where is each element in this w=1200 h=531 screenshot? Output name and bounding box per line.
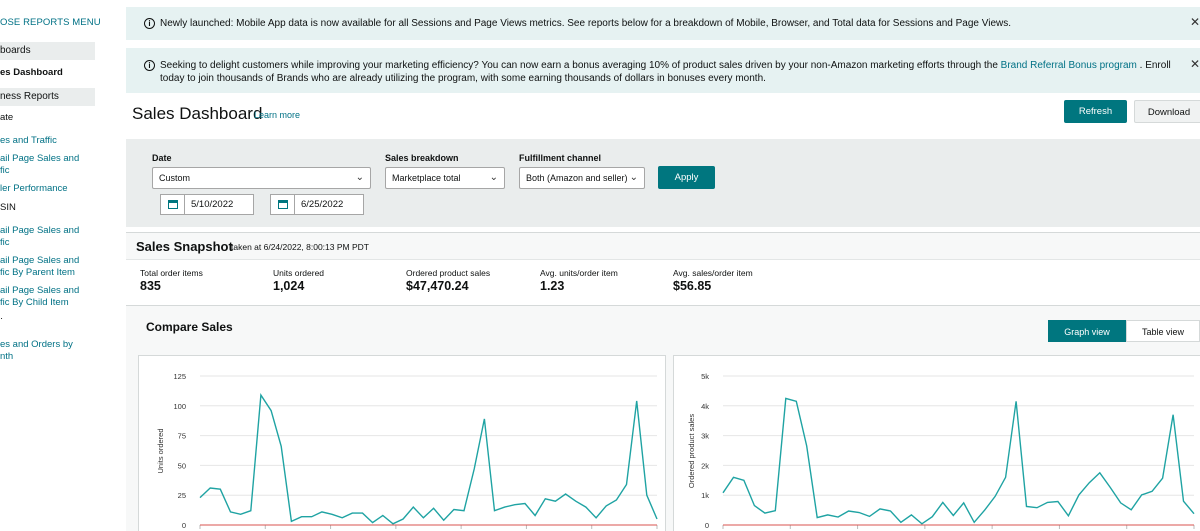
series-line	[199, 393, 658, 525]
y-tick-label: 2k	[701, 461, 709, 470]
sales-breakdown-label: Sales breakdown	[385, 153, 459, 163]
sidebar-section-business-reports[interactable]: ness Reports	[0, 88, 95, 106]
y-axis-label: Units ordered	[156, 428, 165, 473]
sales-breakdown-select[interactable]: Marketplace total ⌄	[385, 167, 505, 189]
y-tick-label: 125	[173, 372, 186, 381]
table-view-toggle[interactable]: Table view	[1126, 320, 1200, 342]
download-button[interactable]: Download	[1134, 100, 1200, 123]
ordered-product-sales-chart-panel: 0 1k 2k 3k 4k 5k Ordered product sales	[673, 355, 1200, 531]
date-select[interactable]: Custom ⌄	[152, 167, 371, 189]
banner-text: Seeking to delight customers while impro…	[160, 59, 1186, 85]
series-line	[722, 397, 1195, 525]
sidebar-item-seller-performance[interactable]: ler Performance	[0, 183, 68, 194]
metric-value: 1.23	[540, 279, 565, 293]
sidebar-item-by-asin: SIN	[0, 202, 16, 213]
sidebar-item-sales-orders-by-month[interactable]: es and Orders by nth	[0, 339, 73, 362]
y-axis-label: Ordered product sales	[687, 414, 696, 488]
y-tick-label: 3k	[701, 432, 709, 441]
sales-snapshot: Sales Snapshot taken at 6/24/2022, 8:00:…	[126, 232, 1200, 300]
chevron-down-icon: ⌄	[489, 172, 498, 183]
sales-breakdown-value: Marketplace total	[392, 173, 461, 183]
banner-text-before: Seeking to delight customers while impro…	[160, 60, 1001, 71]
y-tick-label: 75	[178, 432, 186, 441]
y-tick-label: 100	[173, 402, 186, 411]
metric-value: 1,024	[273, 279, 305, 293]
sidebar-item-asin-detail-page-sales-traffic[interactable]: ail Page Sales and fic	[0, 225, 80, 248]
end-date-input[interactable]: 6/25/2022	[295, 194, 364, 215]
y-tick-label: 0	[182, 521, 186, 530]
snapshot-timestamp: taken at 6/24/2022, 8:00:13 PM PDT	[231, 242, 369, 252]
banner-text-after: . Enroll today to join thousands of Bran…	[160, 60, 1171, 84]
y-tick-label: 1k	[701, 491, 709, 500]
page-title: Sales Dashboard	[132, 104, 263, 123]
sidebar-item-separator: ·	[0, 313, 4, 324]
apply-button[interactable]: Apply	[658, 166, 715, 189]
fulfillment-channel-label: Fulfillment channel	[519, 153, 602, 163]
metric-label: Avg. units/order item	[540, 268, 618, 278]
sidebar-item-detail-page-by-parent[interactable]: ail Page Sales and fic By Parent Item	[0, 255, 80, 278]
calendar-icon[interactable]	[270, 194, 295, 215]
fulfillment-channel-value: Both (Amazon and seller)	[526, 173, 628, 183]
sidebar-section-dashboards[interactable]: boards	[0, 42, 95, 60]
date-label: Date	[152, 153, 172, 163]
sidebar-item-detail-page-by-child[interactable]: ail Page Sales and fic By Child Item	[0, 285, 80, 308]
sidebar-item-sales-and-traffic[interactable]: es and Traffic	[0, 135, 57, 146]
info-icon: i	[144, 18, 155, 29]
info-icon: i	[144, 60, 155, 71]
brand-referral-banner: i Seeking to delight customers while imp…	[126, 48, 1200, 93]
sidebar-item-detail-page-sales-traffic[interactable]: ail Page Sales and fic	[0, 153, 80, 176]
y-tick-label: 50	[178, 461, 186, 470]
filters-panel: Date Custom ⌄ Sales breakdown Marketplac…	[126, 139, 1200, 227]
metric-value: 835	[140, 279, 161, 293]
metric-total-order-items: Total order items 835	[140, 268, 203, 293]
y-tick-label: 5k	[701, 372, 709, 381]
units-ordered-chart-panel: 0 25 50 75 100 125 Units ordered	[138, 355, 666, 531]
metric-label: Total order items	[140, 268, 203, 278]
y-tick-label: 25	[178, 491, 186, 500]
banner-text: Newly launched: Mobile App data is now a…	[160, 18, 1012, 29]
brand-referral-bonus-link[interactable]: Brand Referral Bonus program	[1000, 60, 1137, 71]
snapshot-header: Sales Snapshot taken at 6/24/2022, 8:00:…	[126, 233, 1200, 260]
compare-sales-title: Compare Sales	[146, 320, 233, 334]
sidebar-item-sales-dashboard[interactable]: es Dashboard	[0, 67, 63, 78]
metric-label: Units ordered	[273, 268, 325, 278]
learn-more-link[interactable]: Learn more	[254, 110, 301, 120]
metric-label: Avg. sales/order item	[673, 268, 753, 278]
y-tick-label: 4k	[701, 402, 709, 411]
units-ordered-chart: 0 25 50 75 100 125 Units ordered	[156, 372, 658, 530]
snapshot-title: Sales Snapshot	[136, 239, 233, 254]
metric-units-ordered: Units ordered 1,024	[273, 268, 324, 293]
chevron-down-icon: ⌄	[629, 172, 638, 183]
close-icon[interactable]: ✕	[1189, 15, 1200, 29]
graph-view-toggle[interactable]: Graph view	[1048, 320, 1126, 342]
date-select-value: Custom	[159, 173, 191, 183]
sidebar-item-by-date: ate	[0, 112, 14, 123]
ordered-product-sales-chart: 0 1k 2k 3k 4k 5k Ordered product sales	[687, 372, 1195, 530]
close-icon[interactable]: ✕	[1189, 57, 1200, 71]
y-tick-label: 0	[705, 521, 709, 530]
mobile-app-data-banner: i Newly launched: Mobile App data is now…	[126, 7, 1200, 40]
metric-value: $47,470.24	[406, 279, 469, 293]
close-reports-menu-link[interactable]: OSE REPORTS MENU	[0, 17, 101, 28]
metric-avg-sales-per-order-item: Avg. sales/order item $56.85	[673, 268, 753, 293]
metric-label: Ordered product sales	[406, 268, 491, 278]
calendar-icon[interactable]	[160, 194, 185, 215]
refresh-button[interactable]: Refresh	[1064, 100, 1127, 123]
metric-ordered-product-sales: Ordered product sales $47,470.24	[406, 268, 490, 293]
metric-value: $56.85	[673, 279, 712, 293]
metric-avg-units-per-order-item: Avg. units/order item 1.23	[540, 268, 618, 293]
chevron-down-icon: ⌄	[355, 172, 364, 183]
fulfillment-channel-select[interactable]: Both (Amazon and seller) ⌄	[519, 167, 645, 189]
compare-sales-section: Compare Sales Graph view Table view 0 25 5…	[126, 305, 1200, 531]
start-date-input[interactable]: 5/10/2022	[185, 194, 254, 215]
reports-sidebar: OSE REPORTS MENU boards es Dashboard nes…	[0, 0, 108, 531]
